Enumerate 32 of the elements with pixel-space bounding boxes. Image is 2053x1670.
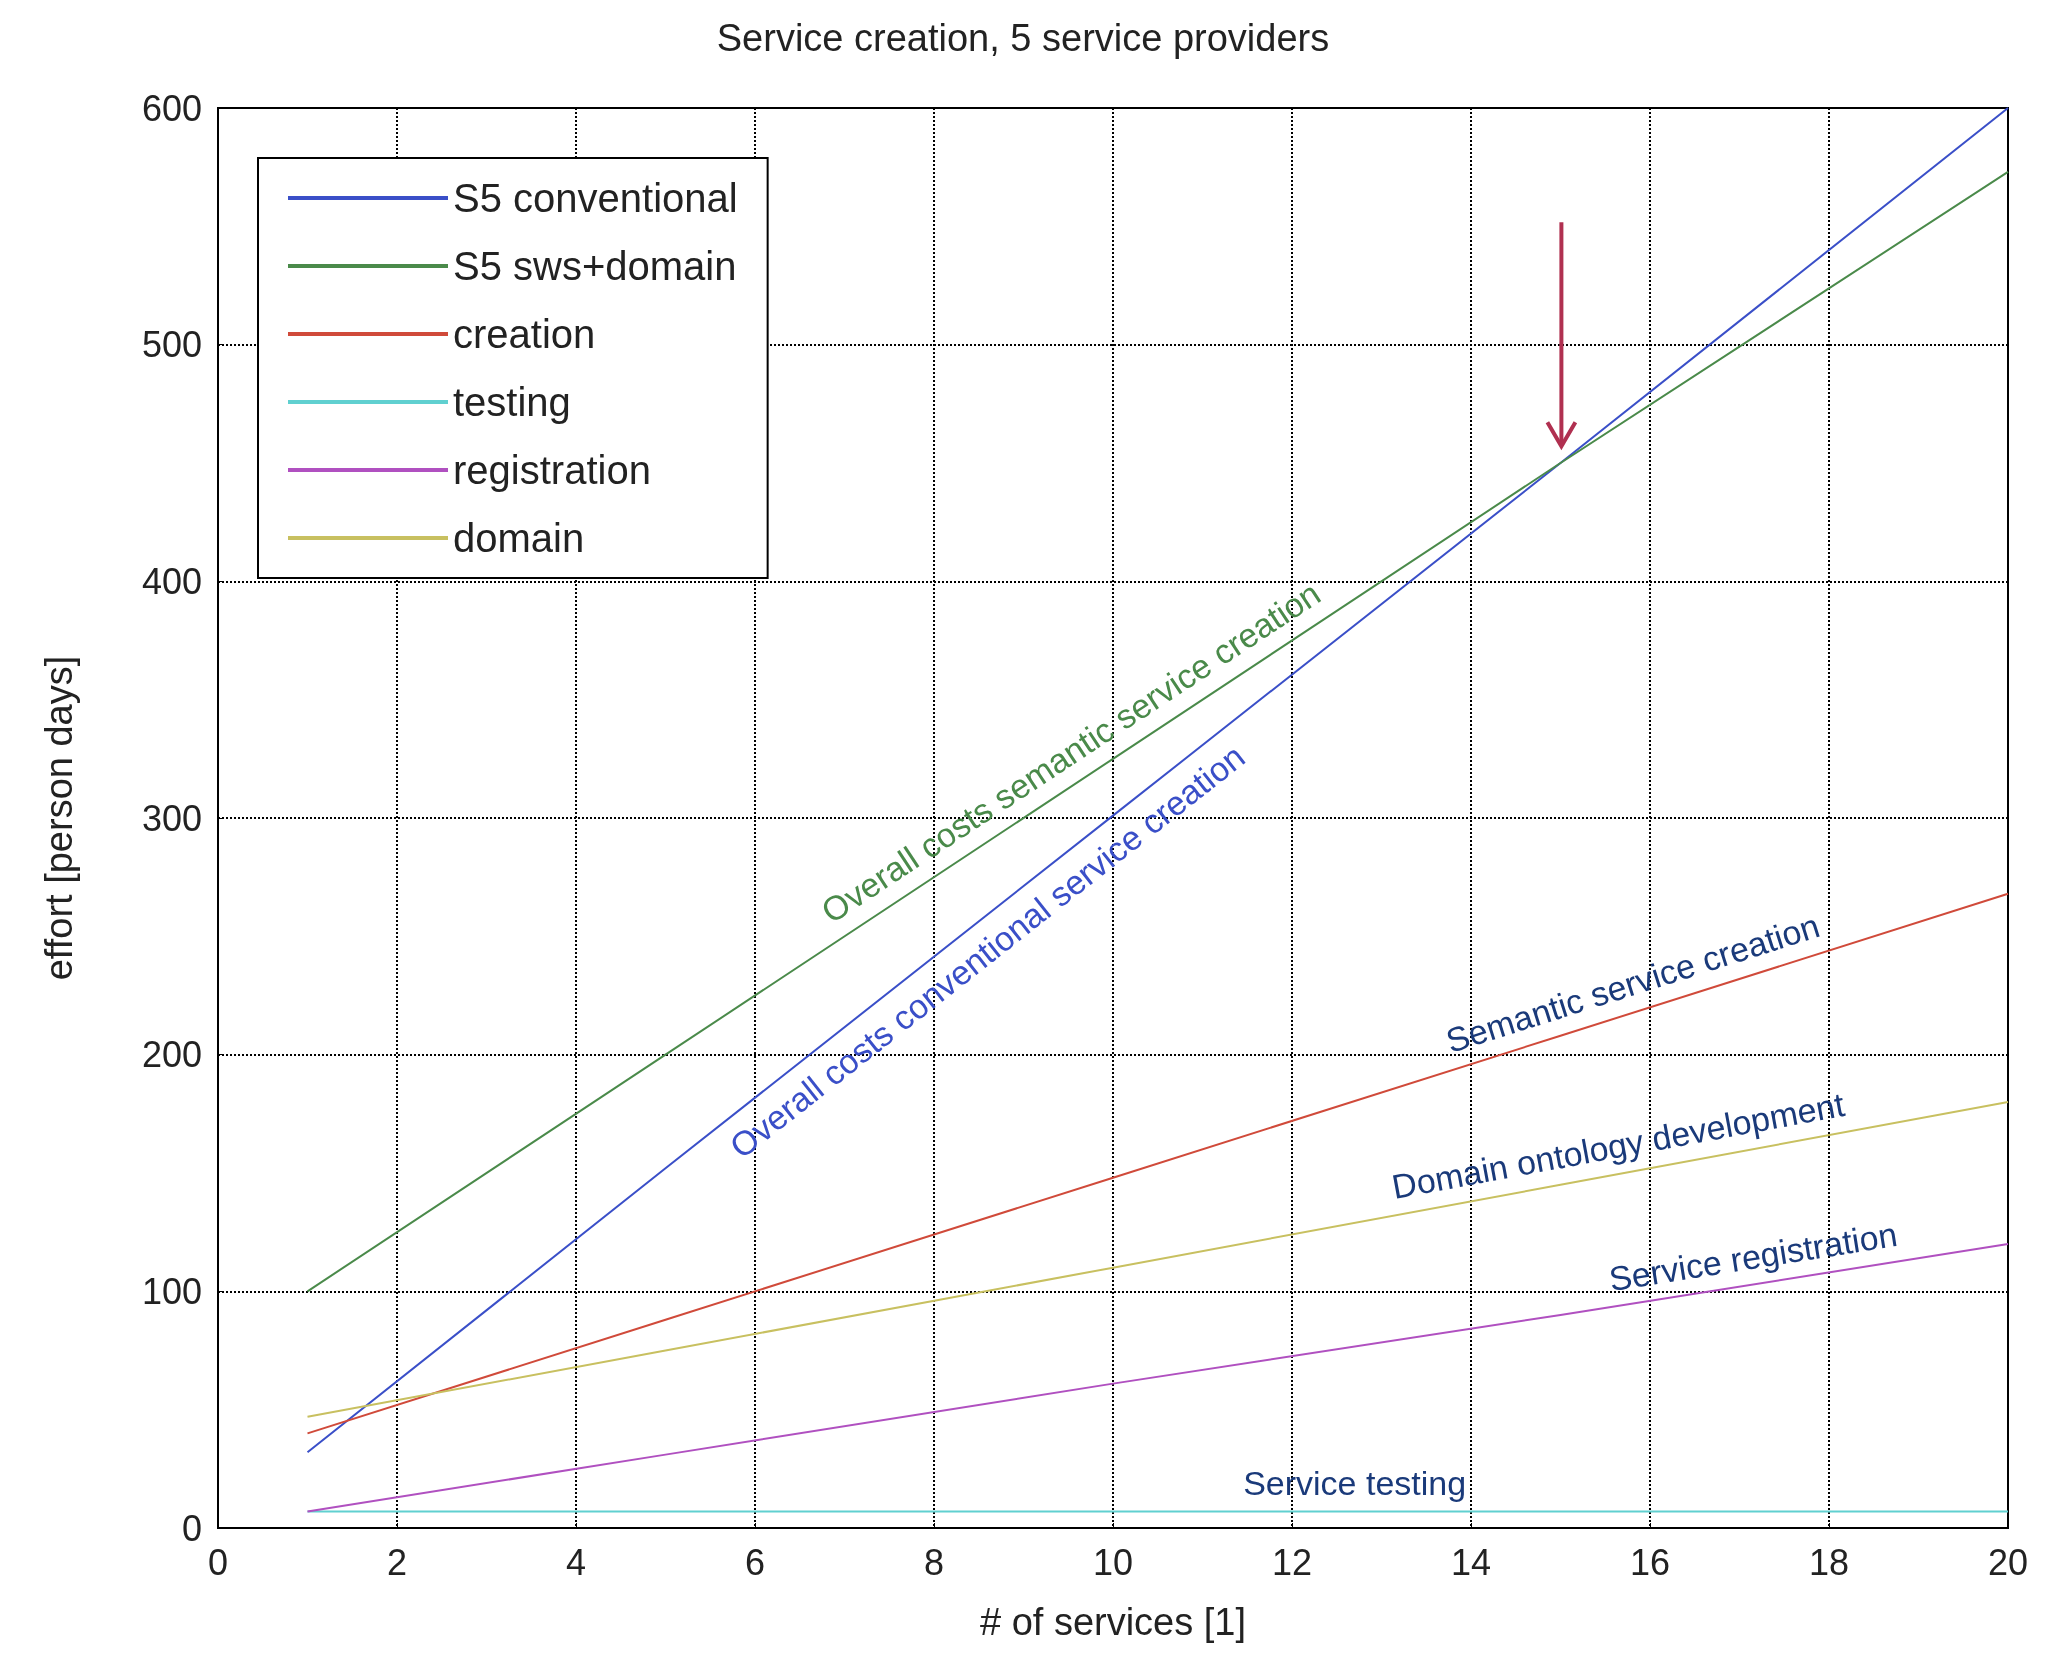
annotation: Service registration [1606, 1214, 1900, 1299]
y-tick-label: 400 [141, 560, 202, 602]
line-series [306, 170, 2009, 1293]
y-tick-label: 200 [141, 1034, 202, 1076]
legend-label: registration [453, 448, 651, 492]
chart-title: Service creation, 5 service providers [716, 17, 1330, 59]
annotation: Service testing [1243, 1464, 1467, 1503]
x-tick-label: 18 [1808, 1541, 1850, 1583]
legend-label: S5 conventional [453, 176, 738, 220]
legend-label: domain [453, 516, 585, 560]
y-tick-label: 600 [141, 87, 202, 129]
annotation: Domain ontology development [1388, 1084, 1848, 1206]
x-tick-label: 0 [207, 1541, 229, 1583]
x-tick-label: 10 [1092, 1541, 1134, 1583]
y-tick-label: 300 [141, 797, 202, 839]
x-tick-label: 14 [1450, 1541, 1492, 1583]
x-tick-label: 6 [744, 1541, 766, 1583]
x-tick-label: 2 [386, 1541, 408, 1583]
legend-label: S5 sws+domain [453, 244, 737, 288]
y-tick-label: 100 [141, 1270, 202, 1312]
legend-label: creation [453, 312, 596, 356]
x-tick-label: 8 [923, 1541, 945, 1583]
x-tick-label: 16 [1629, 1541, 1671, 1583]
x-tick-label: 20 [1987, 1541, 2029, 1583]
x-tick-label: 12 [1271, 1541, 1313, 1583]
x-tick-label: 4 [565, 1541, 587, 1583]
y-axis-title: effort [person days] [38, 655, 80, 981]
x-axis-title: # of services [1] [979, 1601, 1247, 1643]
y-tick-label: 500 [141, 324, 202, 366]
legend-label: testing [453, 380, 571, 424]
y-tick-label: 0 [181, 1507, 202, 1549]
line-series [306, 107, 2009, 1454]
